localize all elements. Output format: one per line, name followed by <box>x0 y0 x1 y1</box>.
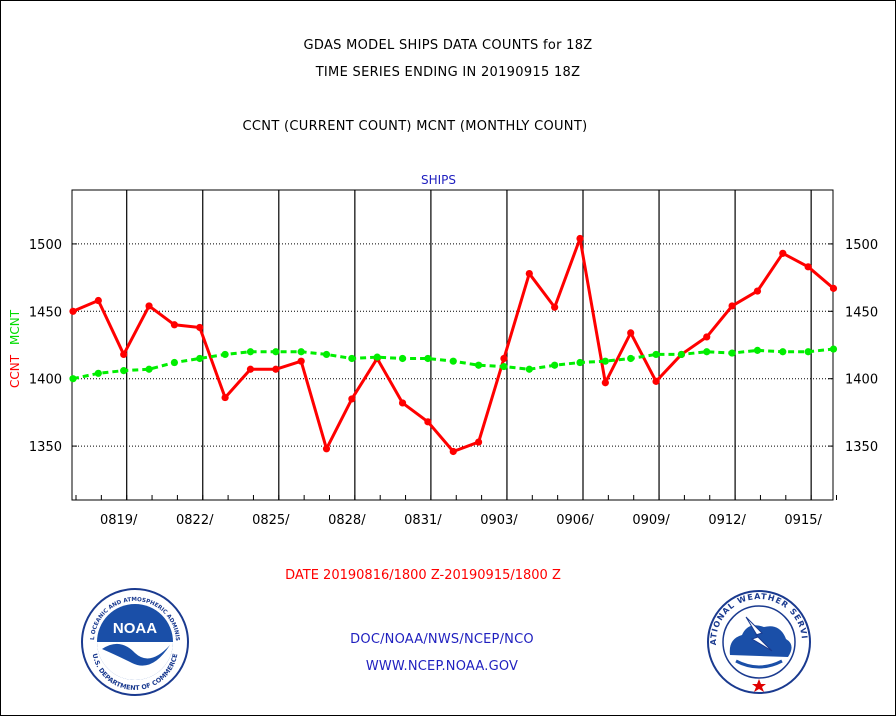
data-point-ccnt <box>145 302 153 310</box>
x-tick-label: 0909/ <box>632 513 670 528</box>
x-tick-label: 0831/ <box>404 513 442 528</box>
noaa-logo: NOAA NATIONAL OCEANIC AND ATMOSPHERIC AD… <box>80 587 189 696</box>
x-tick-label: 0906/ <box>556 513 594 528</box>
data-point-mcnt <box>322 350 331 359</box>
x-axis-label: DATE 20190816/1800 Z-20190915/1800 Z <box>285 568 561 583</box>
x-tick-label: 0903/ <box>480 513 518 528</box>
y-tick-label-left: 1500 <box>29 238 62 253</box>
data-point-ccnt <box>120 350 128 359</box>
nws-logo: NATIONAL WEATHER SERVICE <box>706 589 811 694</box>
data-point-ccnt <box>246 365 255 373</box>
data-point-mcnt <box>297 348 305 356</box>
footer-url: WWW.NCEP.NOAA.GOV <box>365 659 519 674</box>
y-tick-label-left: 1400 <box>29 373 62 388</box>
data-point-mcnt <box>120 367 128 375</box>
y-tick-label-right: 1350 <box>845 440 878 455</box>
data-point-ccnt <box>551 303 559 311</box>
data-point-ccnt <box>829 284 838 292</box>
data-point-mcnt <box>398 354 407 363</box>
data-point-ccnt <box>779 249 787 257</box>
y-tick-label-right: 1450 <box>845 305 878 320</box>
data-point-ccnt <box>94 296 102 305</box>
data-point-mcnt <box>246 348 255 356</box>
data-point-ccnt <box>703 333 711 341</box>
data-point-mcnt <box>804 348 812 356</box>
y-axis-label-mcnt: MCNT <box>8 309 22 345</box>
data-point-ccnt <box>348 395 356 403</box>
chart-header-subtitle: TIME SERIES ENDING IN 20190915 18Z <box>315 65 581 80</box>
x-tick-label: 0912/ <box>708 513 746 528</box>
data-point-ccnt <box>322 445 331 453</box>
data-point-mcnt <box>728 349 736 357</box>
data-point-mcnt <box>779 348 787 356</box>
data-point-mcnt <box>677 350 686 359</box>
data-point-mcnt <box>500 362 508 371</box>
chart-header-description: CCNT (CURRENT COUNT) MCNT (MONTHLY COUNT… <box>242 119 588 134</box>
data-point-mcnt <box>525 365 533 373</box>
data-point-mcnt <box>69 375 77 383</box>
x-tick-label: 0822/ <box>176 513 214 528</box>
data-point-mcnt <box>475 361 483 369</box>
data-point-ccnt <box>525 269 533 278</box>
data-point-ccnt <box>69 307 77 315</box>
y-tick-label-right: 1500 <box>845 238 878 253</box>
data-point-ccnt <box>424 418 432 426</box>
data-point-ccnt <box>500 354 508 363</box>
y-tick-label-left: 1450 <box>29 305 62 320</box>
data-point-ccnt <box>449 447 457 456</box>
data-point-mcnt <box>652 350 660 359</box>
data-point-ccnt <box>398 399 407 407</box>
data-point-ccnt <box>221 393 229 402</box>
data-point-ccnt <box>272 365 280 373</box>
x-tick-label: 0915/ <box>784 513 822 528</box>
data-point-mcnt <box>829 345 838 353</box>
data-point-ccnt <box>627 329 635 337</box>
y-axis-label-ccnt: CCNT <box>8 354 22 388</box>
data-point-ccnt <box>576 234 584 243</box>
y-tick-label-right: 1400 <box>845 373 878 388</box>
noaa-logo-text: NOAA <box>113 620 157 637</box>
chart-header-title: GDAS MODEL SHIPS DATA COUNTS for 18Z <box>303 38 593 53</box>
chart-title: SHIPS <box>421 173 456 187</box>
data-point-mcnt <box>348 354 356 363</box>
data-point-mcnt <box>703 348 711 356</box>
x-tick-label: 0825/ <box>252 513 290 528</box>
data-point-mcnt <box>627 354 635 363</box>
data-point-mcnt <box>170 358 178 367</box>
x-tick-label: 0828/ <box>328 513 366 528</box>
data-point-mcnt <box>424 354 432 363</box>
data-point-mcnt <box>373 353 381 361</box>
data-point-ccnt <box>196 323 204 332</box>
y-tick-label-left: 1350 <box>29 440 62 455</box>
data-point-ccnt <box>728 302 736 310</box>
data-point-mcnt <box>221 350 229 359</box>
data-point-ccnt <box>652 377 660 385</box>
plot-frame <box>71 189 834 501</box>
series-line-ccnt <box>72 237 835 453</box>
data-point-ccnt <box>601 379 609 387</box>
data-point-mcnt <box>576 358 584 367</box>
x-tick-label: 0819/ <box>100 513 138 528</box>
data-point-mcnt <box>272 348 280 356</box>
data-point-ccnt <box>475 438 483 446</box>
data-point-mcnt <box>94 369 102 377</box>
data-point-ccnt <box>753 287 762 295</box>
data-point-ccnt <box>804 263 812 271</box>
data-point-ccnt <box>170 321 178 329</box>
data-point-mcnt <box>449 357 457 365</box>
data-point-mcnt <box>196 354 204 363</box>
data-point-mcnt <box>753 346 762 354</box>
data-point-mcnt <box>551 361 559 369</box>
footer-agency: DOC/NOAA/NWS/NCEP/NCO <box>350 632 534 647</box>
data-point-mcnt <box>601 357 609 365</box>
data-point-mcnt <box>145 365 153 373</box>
data-point-ccnt <box>297 357 305 365</box>
